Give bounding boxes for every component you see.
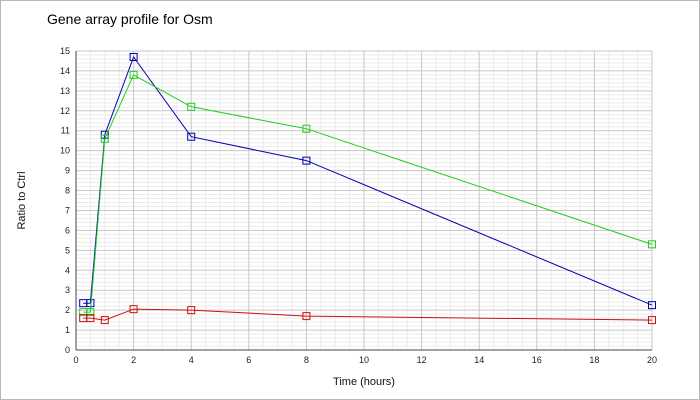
data-point bbox=[302, 312, 311, 321]
x-tick-label: 8 bbox=[304, 355, 309, 365]
data-point bbox=[648, 301, 656, 310]
y-tick-label: 4 bbox=[65, 265, 70, 275]
x-tick-label: 0 bbox=[73, 355, 78, 365]
y-tick-label: 15 bbox=[60, 46, 70, 56]
y-tick-label: 12 bbox=[60, 106, 70, 116]
y-tick-label: 11 bbox=[61, 126, 70, 136]
data-point bbox=[187, 102, 196, 111]
x-tick-label: 12 bbox=[417, 355, 427, 365]
x-tick-label: 10 bbox=[359, 355, 369, 365]
y-tick-label: 5 bbox=[65, 245, 70, 255]
x-tick-label: 4 bbox=[189, 355, 194, 365]
y-tick-label: 7 bbox=[65, 205, 70, 215]
data-point bbox=[187, 132, 196, 141]
y-tick-label: 9 bbox=[65, 166, 70, 176]
data-point bbox=[86, 308, 95, 317]
y-tick-label: 3 bbox=[65, 285, 70, 295]
series-line-2 bbox=[83, 74, 653, 313]
data-point bbox=[302, 124, 311, 133]
data-point bbox=[648, 240, 656, 249]
x-tick-label: 2 bbox=[131, 355, 136, 365]
series-layer bbox=[79, 52, 656, 325]
chart-title: Gene array profile for Osm bbox=[47, 11, 213, 27]
data-point bbox=[648, 316, 656, 325]
y-tick-label: 0 bbox=[65, 345, 70, 355]
series-line-3 bbox=[83, 308, 653, 321]
x-tick-label: 18 bbox=[589, 355, 599, 365]
data-point bbox=[86, 314, 95, 323]
x-tick-label: 6 bbox=[246, 355, 251, 365]
data-point bbox=[302, 156, 311, 165]
y-tick-label: 13 bbox=[60, 86, 70, 96]
data-point bbox=[100, 134, 109, 143]
x-tick-label: 14 bbox=[474, 355, 484, 365]
data-point bbox=[129, 52, 138, 61]
y-tick-label: 10 bbox=[60, 146, 70, 156]
series-line-1 bbox=[83, 55, 653, 306]
y-tick-label: 2 bbox=[65, 305, 70, 315]
data-point bbox=[100, 316, 109, 325]
grid-layer bbox=[75, 50, 653, 351]
x-axis-title: Time (hours) bbox=[333, 376, 395, 388]
x-tick-label: 20 bbox=[647, 355, 657, 365]
data-point bbox=[187, 306, 196, 315]
data-point bbox=[129, 305, 138, 314]
x-tick-label: 16 bbox=[532, 355, 542, 365]
data-point bbox=[129, 70, 138, 79]
y-tick-label: 1 bbox=[65, 325, 70, 335]
y-tick-label: 14 bbox=[60, 66, 70, 76]
y-axis-title: Ratio to Ctrl bbox=[16, 171, 28, 229]
y-tick-label: 6 bbox=[65, 225, 70, 235]
y-tick-label: 8 bbox=[65, 186, 70, 196]
